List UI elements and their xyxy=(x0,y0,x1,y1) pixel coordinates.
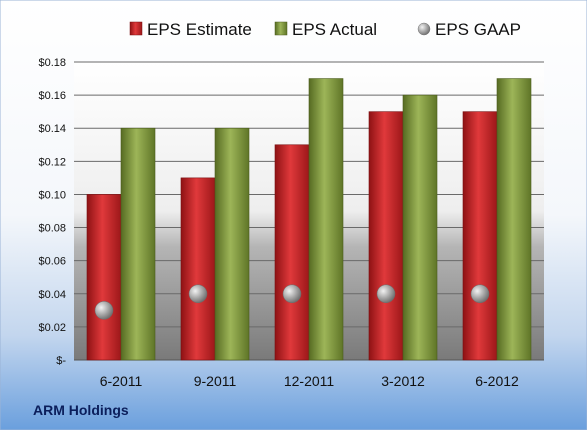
marker-eps-gaap xyxy=(188,284,208,304)
bars xyxy=(86,78,532,361)
marker-eps-gaap xyxy=(376,284,396,304)
legend-label: EPS Estimate xyxy=(147,20,252,39)
y-tick-label: $0.04 xyxy=(38,289,66,301)
y-tick-label: $0.10 xyxy=(38,189,66,201)
x-axis-tick-labels: 6-2011 9-2011 12-2011 3-2012 6-2012 xyxy=(100,373,519,389)
legend-swatch-eps-estimate xyxy=(129,21,143,36)
bar-eps-actual xyxy=(496,78,532,361)
y-tick-label: $0.02 xyxy=(38,322,66,334)
y-axis-tick-labels: $- $0.02 $0.04 $0.06 $0.08 $0.10 $0.12 $0.14 $0.… xyxy=(38,57,66,367)
legend-swatch-eps-gaap xyxy=(417,22,431,36)
bar-eps-actual xyxy=(402,94,438,361)
marker-eps-gaap xyxy=(282,284,302,304)
bar-eps-actual xyxy=(214,127,250,361)
company-name: ARM Holdings xyxy=(33,402,129,418)
y-tick-label: $- xyxy=(56,355,66,367)
x-tick-label: 6-2011 xyxy=(100,373,143,389)
bar-eps-estimate xyxy=(462,111,498,361)
bar-eps-estimate xyxy=(180,177,216,361)
x-tick-label: 12-2011 xyxy=(284,373,335,389)
y-tick-label: $0.12 xyxy=(38,156,66,168)
bar-eps-actual xyxy=(120,127,156,361)
x-tick-label: 9-2011 xyxy=(194,373,237,389)
y-tick-label: $0.18 xyxy=(38,57,66,69)
x-tick-label: 3-2012 xyxy=(381,373,425,389)
legend-label: EPS GAAP xyxy=(435,20,521,39)
y-tick-label: $0.16 xyxy=(38,90,66,102)
legend-label: EPS Actual xyxy=(292,20,377,39)
legend: EPS Estimate EPS Actual EPS GAAP xyxy=(129,20,521,39)
y-tick-label: $0.08 xyxy=(38,223,66,235)
y-tick-label: $0.06 xyxy=(38,256,66,268)
y-tick-label: $0.14 xyxy=(38,123,66,135)
marker-eps-gaap xyxy=(94,301,114,320)
bar-eps-estimate xyxy=(86,194,122,361)
bar-eps-estimate xyxy=(368,111,404,361)
bar-eps-actual xyxy=(308,78,344,361)
gaap-markers xyxy=(94,284,490,320)
legend-swatch-eps-actual xyxy=(274,21,288,36)
bar-eps-estimate xyxy=(274,144,310,361)
marker-eps-gaap xyxy=(470,284,490,304)
x-tick-label: 6-2012 xyxy=(475,373,519,389)
